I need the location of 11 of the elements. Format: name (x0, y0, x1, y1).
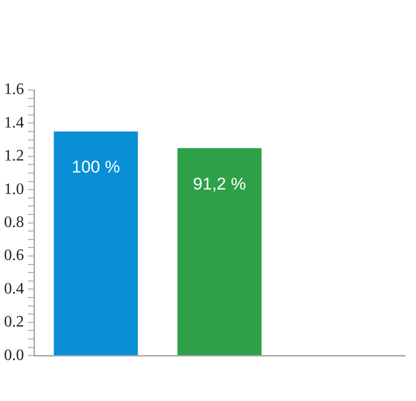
y-tick-label: 0.6 (4, 247, 24, 264)
y-tick-label: 1.6 (4, 81, 24, 98)
annotation: 91,2 % (193, 174, 246, 194)
y-tick-label: 0.8 (4, 214, 24, 232)
y-tick-label: 1.0 (4, 180, 24, 198)
y-tick-label: 0.2 (4, 314, 24, 331)
y-tick-label: 0.0 (4, 346, 24, 364)
y-tick-label: 1.4 (4, 114, 24, 132)
y-tick-label: 1.2 (4, 148, 24, 165)
annotation: 100 % (72, 158, 120, 177)
y-tick-label: 0.4 (4, 280, 24, 298)
